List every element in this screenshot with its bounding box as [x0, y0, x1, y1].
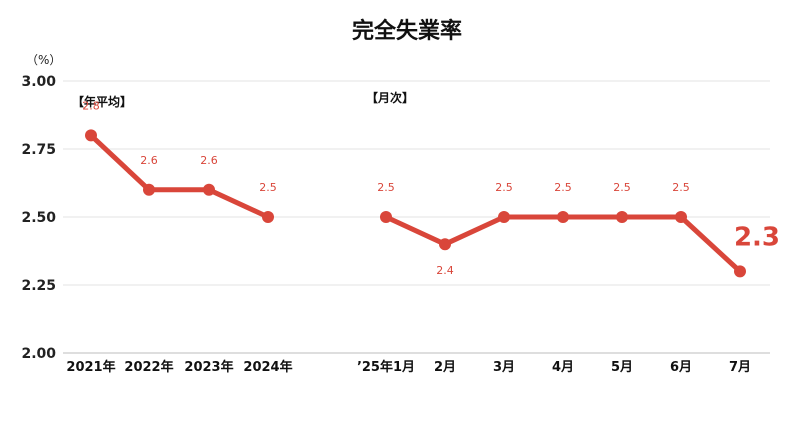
data-point: [616, 211, 628, 223]
x-tick-label: 6月: [670, 360, 692, 375]
data-point: [498, 211, 510, 223]
x-tick-label: ’25年1月: [357, 359, 415, 375]
y-tick-label: 2.25: [21, 278, 56, 294]
data-point: [675, 211, 687, 223]
series-lines: [88, 132, 743, 274]
data-point: [557, 211, 569, 223]
x-tick-label: 2022年: [124, 359, 173, 375]
x-tick-label: 2024年: [243, 359, 292, 375]
data-labels: 2.8 2.6 2.6 2.5 2.5 2.4 2.5 2.5 2.5 2.5 2.3: [82, 99, 780, 277]
data-label: 2.8: [82, 99, 100, 112]
data-label: 2.6: [140, 154, 158, 167]
data-label: 2.5: [554, 181, 572, 194]
section-label: 【月次】: [366, 90, 414, 105]
data-point: [143, 183, 155, 196]
x-tick-label: 2023年: [184, 359, 233, 375]
section-label: 【年平均】: [72, 94, 132, 109]
data-label: 2.5: [613, 181, 631, 194]
data-label: 2.6: [200, 154, 218, 167]
y-axis-ticks: 3.00 2.75 2.50 2.25 2.00: [21, 74, 56, 362]
chart-title: 完全失業率: [352, 18, 462, 44]
data-label: 2.5: [495, 181, 513, 194]
data-point: [439, 238, 451, 251]
x-axis-ticks: 2021年 2022年 2023年 2024年 ’25年1月 2月 3月 4月 5月 6月 7月: [66, 359, 751, 375]
x-tick-label: 3月: [493, 360, 515, 375]
data-label: 2.3: [734, 222, 780, 252]
data-label: 2.4: [436, 264, 454, 277]
data-point: [203, 183, 215, 196]
y-tick-label: 2.50: [21, 210, 56, 226]
gridlines: [63, 80, 770, 354]
section-labels: 【年平均】 【月次】: [72, 90, 414, 109]
data-label: 2.5: [259, 181, 277, 194]
data-point: [262, 211, 274, 223]
x-tick-label: 4月: [552, 360, 574, 375]
x-tick-label: 2021年: [66, 359, 115, 375]
y-tick-label: 2.00: [21, 346, 56, 362]
x-tick-label: 7月: [729, 360, 751, 375]
series-points: [85, 129, 746, 278]
data-point: [85, 129, 97, 142]
x-tick-label: 2月: [434, 360, 456, 375]
y-tick-label: 3.00: [21, 74, 56, 90]
data-point: [380, 211, 392, 223]
series-line: [88, 132, 271, 220]
data-point: [734, 265, 746, 278]
x-tick-label: 5月: [611, 360, 633, 375]
y-tick-label: 2.75: [21, 142, 56, 158]
data-label: 2.5: [377, 181, 395, 194]
data-label: 2.5: [672, 181, 690, 194]
y-axis-unit: （%）: [26, 53, 61, 67]
